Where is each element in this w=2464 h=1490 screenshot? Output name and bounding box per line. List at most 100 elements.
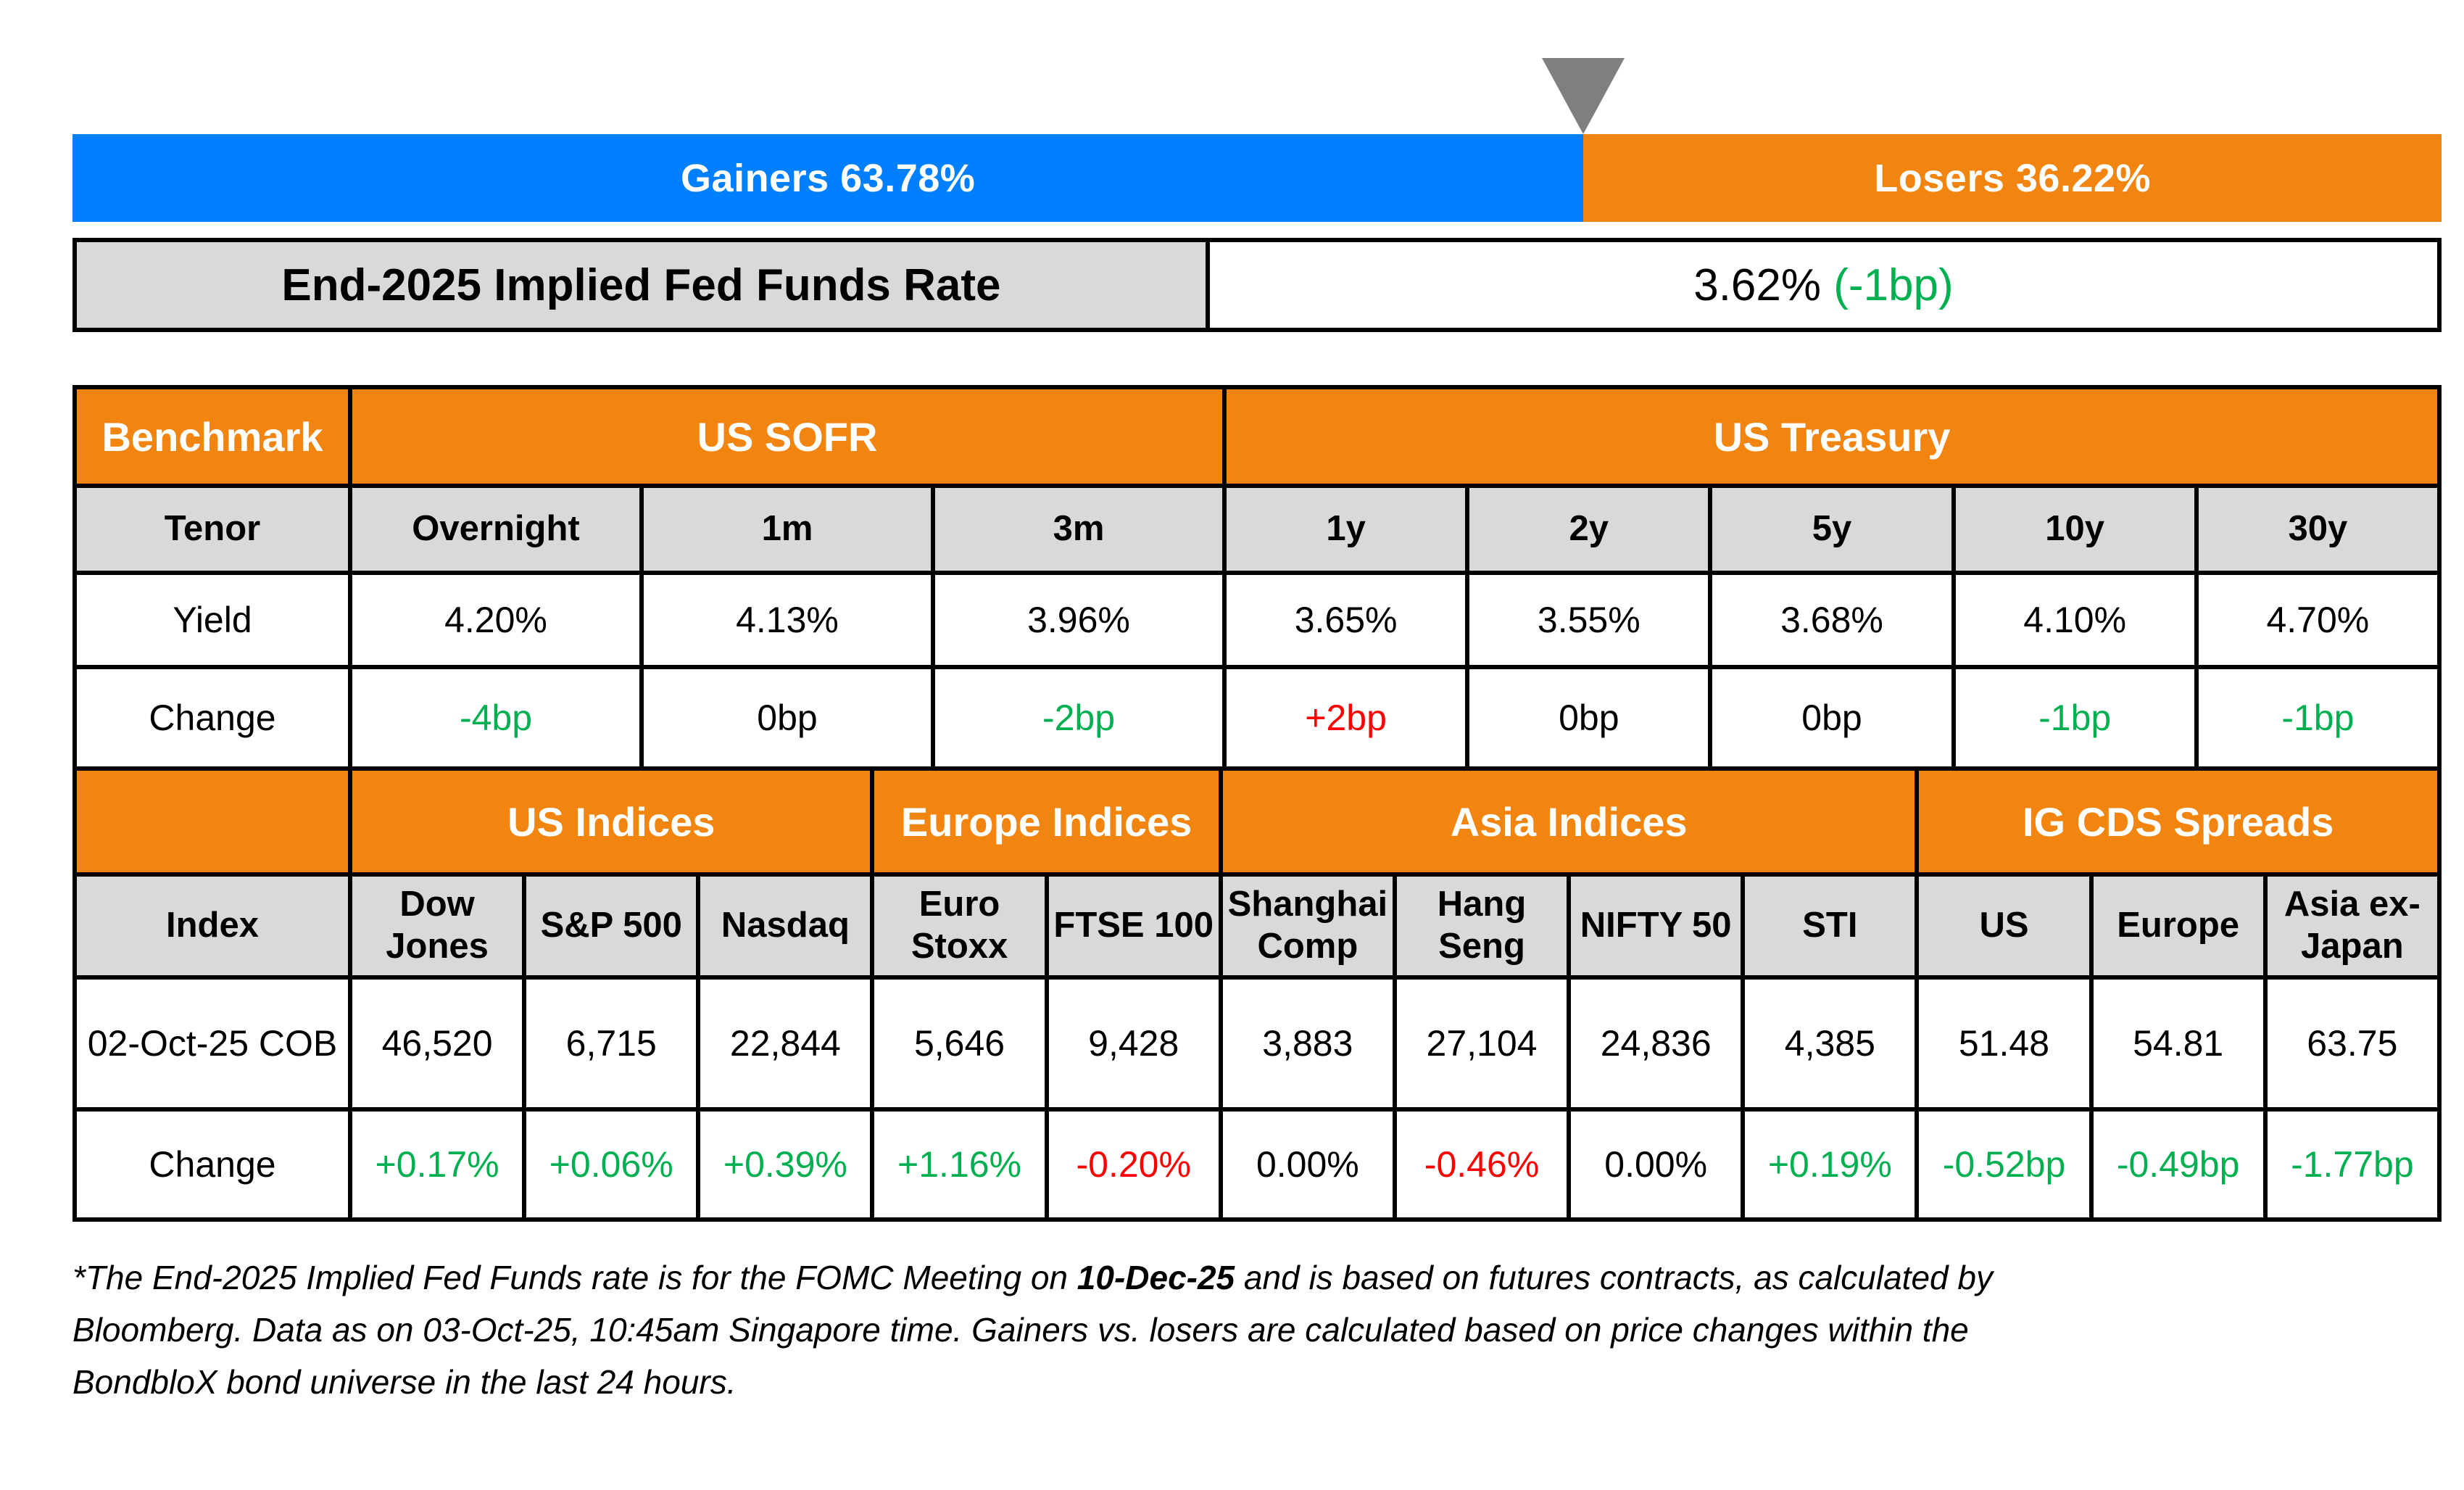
change-cell: -2bp [930,665,1227,771]
index-change-cell: -0.20% [1044,1107,1223,1222]
index-name-cell: FTSE 100 [1044,872,1223,980]
cob-value-cell: 27,104 [1392,975,1572,1112]
index-name-cell: Asia ex-Japan [2262,872,2442,980]
tenor-cell: Overnight [348,484,644,575]
change-row-label: Change [72,1107,352,1222]
yield-cell: 4.20% [348,571,644,669]
index-change-cell: +0.19% [1741,1107,1920,1222]
change-cell: -1bp [2194,665,2442,771]
fed-funds-change: (-1bp) [1833,260,1954,310]
group-header-us-sofr: US SOFR [347,385,1227,488]
tenor-cell: 10y [1951,484,2199,575]
group-header-europe-indices: Europe Indices [870,766,1223,877]
change-cell: 0bp [639,665,935,771]
cob-value-cell: 9,428 [1044,975,1223,1112]
yield-cell: 3.65% [1222,571,1470,669]
tenor-cell: 1y [1222,484,1470,575]
cob-value-cell: 24,836 [1567,975,1746,1112]
index-name-cell: S&P 500 [522,872,701,980]
change-cell: 0bp [1708,665,1956,771]
fed-funds-label: End-2025 Implied Fed Funds Rate [77,242,1210,328]
losers-segment: Losers 36.22% [1583,134,2442,222]
fed-funds-space [1821,260,1833,311]
indices-corner-header [72,766,352,877]
cob-value-row: 02-Oct-25 COB 46,520 6,715 22,844 5,646 … [72,975,2442,1112]
benchmark-header-row: Benchmark US SOFR US Treasury [72,385,2442,488]
cob-value-cell: 5,646 [870,975,1049,1112]
market-summary-canvas: Gainers 63.78% Losers 36.22% End-2025 Im… [72,0,2442,1490]
index-change-cell: 0.00% [1218,1107,1397,1222]
cob-value-cell: 54.81 [2088,975,2268,1112]
index-name-cell: US [1915,872,2094,980]
change-cell: 0bp [1465,665,1713,771]
index-change-cell: 0.00% [1567,1107,1746,1222]
tables-block: Benchmark US SOFR US Treasury Tenor Over… [72,385,2442,1222]
change-cell: -4bp [348,665,644,771]
cob-value-cell: 4,385 [1741,975,1920,1112]
yield-cell: 4.13% [639,571,935,669]
index-name-cell: STI [1741,872,1920,980]
yield-cell: 3.68% [1708,571,1956,669]
change-cell: -1bp [1951,665,2199,771]
footnote-line-3: BondbloX bond universe in the last 24 ho… [72,1363,737,1401]
index-change-cell: +0.39% [696,1107,875,1222]
cob-value-cell: 6,715 [522,975,701,1112]
indices-change-row: Change +0.17% +0.06% +0.39% +1.16% -0.20… [72,1107,2442,1222]
group-header-us-indices: US Indices [347,766,875,877]
yield-cell: 3.55% [1465,571,1713,669]
index-change-cell: +0.06% [522,1107,701,1222]
tenor-cell: 30y [2194,484,2442,575]
tenor-cell: 1m [639,484,935,575]
losers-label: Losers 36.22% [1874,156,2152,200]
gainers-segment: Gainers 63.78% [72,134,1584,222]
yield-row-label: Yield [72,571,352,669]
benchmark-table: Benchmark US SOFR US Treasury Tenor Over… [72,385,2442,771]
tenor-row-label: Tenor [72,484,352,575]
gainers-losers-bar: Gainers 63.78% Losers 36.22% [72,134,2442,222]
footnote: *The End-2025 Implied Fed Funds rate is … [72,1251,2442,1408]
tenor-row: Tenor Overnight 1m 3m 1y 2y 5y 10y 30y [72,484,2442,575]
fed-funds-value: 3.62% [1693,260,1822,310]
indices-table: US Indices Europe Indices Asia Indices I… [72,766,2442,1222]
footnote-line-1: *The End-2025 Implied Fed Funds rate is … [72,1251,2442,1304]
index-change-cell: -0.49bp [2088,1107,2268,1222]
index-change-cell: -1.77bp [2262,1107,2442,1222]
index-name-cell: Nasdaq [696,872,875,980]
index-name-cell: NIFTY 50 [1567,872,1746,980]
footnote-line1-pre: *The End-2025 Implied Fed Funds rate is … [72,1259,1077,1296]
index-change-cell: +0.17% [347,1107,527,1222]
yield-cell: 4.70% [2194,571,2442,669]
index-name-cell: Shanghai Comp [1218,872,1397,980]
cob-value-cell: 51.48 [1915,975,2094,1112]
index-name-cell: Europe [2088,872,2268,980]
index-name-cell: Euro Stoxx [870,872,1049,980]
benchmark-change-row: Change -4bp 0bp -2bp +2bp 0bp 0bp -1bp -… [72,665,2442,771]
indices-header-row: US Indices Europe Indices Asia Indices I… [72,766,2442,877]
tenor-cell: 5y [1708,484,1956,575]
cob-value-cell: 3,883 [1218,975,1397,1112]
cob-value-cell: 46,520 [347,975,527,1112]
change-row-label: Change [72,665,352,771]
index-change-cell: -0.46% [1392,1107,1572,1222]
footnote-fomc-date: 10-Dec-25 [1077,1259,1235,1296]
yield-row: Yield 4.20% 4.13% 3.96% 3.65% 3.55% 3.68… [72,571,2442,669]
group-header-asia-indices: Asia Indices [1218,766,1920,877]
cob-value-cell: 22,844 [696,975,875,1112]
group-header-ig-cds-spreads: IG CDS Spreads [1915,766,2442,877]
tenor-cell: 3m [930,484,1227,575]
change-cell: +2bp [1222,665,1470,771]
benchmark-corner-header: Benchmark [72,385,352,488]
index-change-cell: -0.52bp [1915,1107,2094,1222]
index-name-cell: Hang Seng [1392,872,1572,980]
index-change-cell: +1.16% [870,1107,1049,1222]
fed-funds-value-cell: 3.62% (-1bp) [1209,242,2437,328]
group-header-us-treasury: US Treasury [1222,385,2442,488]
yield-cell: 4.10% [1951,571,2199,669]
yield-cell: 3.96% [930,571,1227,669]
footnote-line-2: Bloomberg. Data as on 03-Oct-25, 10:45am… [72,1311,1969,1349]
index-name-cell: Dow Jones [347,872,527,980]
index-name-row: Index Dow Jones S&P 500 Nasdaq Euro Stox… [72,872,2442,980]
cob-row-label: 02-Oct-25 COB [72,975,352,1112]
cob-value-cell: 63.75 [2262,975,2442,1112]
index-row-label: Index [72,872,352,980]
